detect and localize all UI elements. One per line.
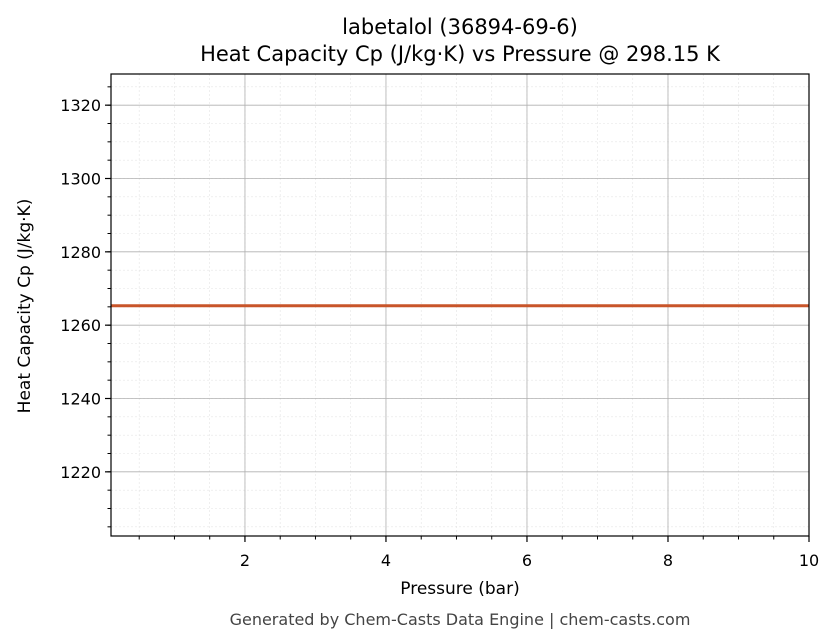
x-tick-label: 4 [381, 551, 391, 570]
y-axis-label: Heat Capacity Cp (J/kg·K) [15, 199, 35, 414]
x-tick-label: 6 [522, 551, 532, 570]
y-tick-label: 1240 [60, 390, 101, 409]
x-axis-label: Pressure (bar) [400, 579, 519, 599]
plot-frame [110, 73, 810, 537]
footer-credit: Generated by Chem-Casts Data Engine | ch… [230, 610, 691, 629]
y-tick-label: 1260 [60, 316, 101, 335]
y-axis: 1220 1240 1260 1280 1300 1320 [60, 86, 111, 528]
y-tick-label: 1220 [60, 463, 101, 482]
x-tick-label: 10 [799, 551, 819, 570]
chart-title: labetalol (36894-69-6) [342, 15, 578, 39]
chart-subtitle: Heat Capacity Cp (J/kg·K) vs Pressure @ … [200, 42, 721, 66]
y-tick-label: 1280 [60, 243, 101, 262]
x-axis: 2 4 6 8 10 [138, 536, 819, 570]
x-tick-label: 2 [240, 551, 250, 570]
x-tick-label: 8 [663, 551, 673, 570]
y-tick-label: 1300 [60, 170, 101, 189]
y-tick-label: 1320 [60, 96, 101, 115]
